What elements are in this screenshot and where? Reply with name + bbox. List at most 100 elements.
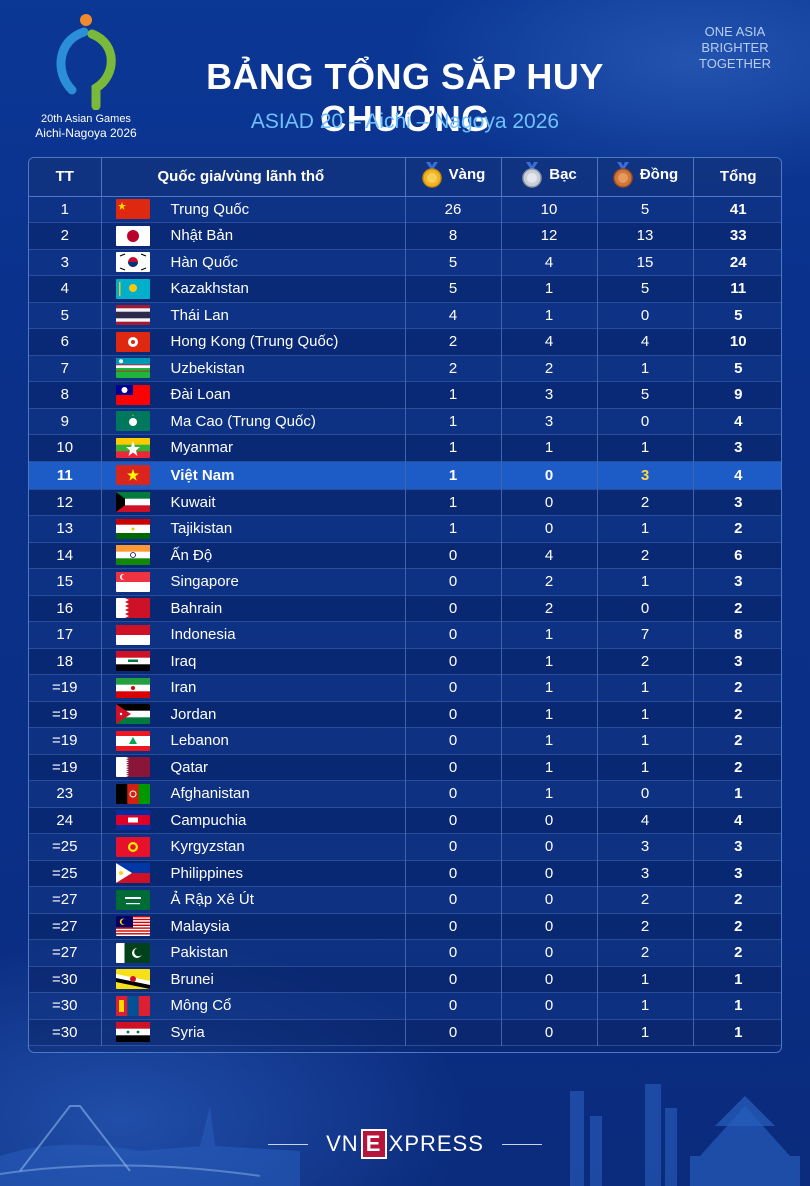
table-row: 24 Campuchia 0 0 4 4 <box>29 807 781 834</box>
country-name: Philippines <box>170 864 244 882</box>
rank-cell: =25 <box>29 860 102 887</box>
country-cell: Syria <box>101 1019 406 1046</box>
rank-cell: =30 <box>29 1019 102 1046</box>
country-cell: Nhật Bản <box>101 222 406 250</box>
gold-cell: 0 <box>405 780 502 808</box>
silver-cell: 0 <box>501 489 598 516</box>
country-cell: Myanmar <box>101 434 406 462</box>
bronze-cell: 2 <box>597 542 694 569</box>
cambodia-flag <box>115 810 150 831</box>
total-cell: 9 <box>693 381 781 409</box>
total-cell: 3 <box>693 434 781 462</box>
page-subtitle: ASIAD 20 – Aichi – Nagoya 2026 <box>250 110 560 133</box>
table-row: 10 Myanmar 1 1 1 3 <box>29 434 781 462</box>
total-cell: 5 <box>693 355 781 382</box>
rank-cell: =19 <box>29 674 102 702</box>
country-name: Kuwait <box>170 493 216 511</box>
table-row: 12 Kuwait 1 0 2 3 <box>29 489 781 516</box>
slogan-line: ONE ASIA <box>704 24 766 39</box>
gold-cell: 0 <box>405 939 502 967</box>
table-row: 8 Đài Loan 1 3 5 9 <box>29 381 781 409</box>
gold-cell: 0 <box>405 833 502 861</box>
table-row: 3 Hàn Quốc 5 4 15 24 <box>29 249 781 276</box>
table-row: =19 Lebanon 0 1 1 2 <box>29 727 781 755</box>
country-name: Kyrgyzstan <box>170 838 245 856</box>
country-cell: Ả Rập Xê Út <box>101 886 406 914</box>
bronze-cell: 2 <box>597 648 694 675</box>
bronze-column-label: Đồng <box>639 166 679 184</box>
country-name: Iraq <box>170 652 197 670</box>
gold-cell: 0 <box>405 992 502 1020</box>
japan-flag <box>115 225 150 246</box>
bronze-column-header: Đồng <box>597 158 694 197</box>
brunei-flag <box>115 969 150 990</box>
silver-cell: 1 <box>501 302 598 329</box>
asian-games-emblem-icon <box>56 14 116 110</box>
page-title: BẢNG TỔNG SẮP HUY CHƯƠNG <box>206 56 604 139</box>
bronze-cell: 2 <box>597 913 694 940</box>
iran-flag <box>115 677 150 698</box>
gold-cell: 8 <box>405 222 502 250</box>
table-row: 17 Indonesia 0 1 7 8 <box>29 621 781 649</box>
country-cell: Ma Cao (Trung Quốc) <box>101 408 406 435</box>
rank-cell: 7 <box>29 355 102 382</box>
silver-cell: 0 <box>501 1019 598 1046</box>
gold-cell: 0 <box>405 674 502 702</box>
total-cell: 5 <box>693 302 781 329</box>
china-flag <box>115 199 150 220</box>
bronze-medal-icon <box>613 161 633 188</box>
gold-medal-icon <box>421 161 442 188</box>
rank-column-header: TT <box>29 158 102 197</box>
silver-cell: 2 <box>501 355 598 382</box>
rank-cell: 23 <box>29 780 102 808</box>
brand-text-right: XPRESS <box>388 1131 484 1156</box>
rank-cell: 1 <box>29 196 102 223</box>
gold-cell: 0 <box>405 727 502 755</box>
silver-cell: 4 <box>501 542 598 569</box>
country-name: Việt Nam <box>170 466 235 484</box>
kuwait-flag <box>115 492 150 513</box>
gold-cell: 2 <box>405 355 502 382</box>
gold-cell: 0 <box>405 966 502 993</box>
rank-cell: 4 <box>29 275 102 303</box>
gold-cell: 0 <box>405 701 502 728</box>
silver-cell: 1 <box>501 434 598 462</box>
skyline-decoration <box>0 1084 800 1186</box>
silver-cell: 0 <box>501 886 598 914</box>
table-row: =19 Iran 0 1 1 2 <box>29 674 781 702</box>
rank-cell: =19 <box>29 701 102 728</box>
table-row: 9 Ma Cao (Trung Quốc) 1 3 0 4 <box>29 408 781 435</box>
total-cell: 33 <box>693 222 781 250</box>
country-name: Hàn Quốc <box>170 253 239 271</box>
bronze-cell: 0 <box>597 780 694 808</box>
silver-cell: 1 <box>501 275 598 303</box>
bronze-cell: 4 <box>597 328 694 356</box>
gold-cell: 0 <box>405 913 502 940</box>
gold-cell: 0 <box>405 886 502 914</box>
silver-cell: 1 <box>501 674 598 702</box>
myanmar-flag <box>115 437 150 458</box>
thailand-flag <box>115 305 150 326</box>
gold-cell: 0 <box>405 754 502 781</box>
silver-cell: 4 <box>501 328 598 356</box>
silver-medal-icon <box>522 161 542 188</box>
country-cell: Pakistan <box>101 939 406 967</box>
brand-text-left: VN <box>326 1131 359 1156</box>
bronze-cell: 1 <box>597 674 694 702</box>
gold-cell: 0 <box>405 860 502 887</box>
gold-cell: 26 <box>405 196 502 223</box>
bronze-cell: 13 <box>597 222 694 250</box>
country-name: Trung Quốc <box>170 200 250 218</box>
country-name: Campuchia <box>170 811 247 829</box>
total-cell: 4 <box>693 408 781 435</box>
gold-column-label: Vàng <box>448 166 486 184</box>
country-name: Tajikistan <box>170 520 233 538</box>
country-cell: Hàn Quốc <box>101 249 406 276</box>
indonesia-flag <box>115 624 150 645</box>
country-name: Pakistan <box>170 944 229 962</box>
tajikistan-flag <box>115 518 150 539</box>
kyrgyzstan-flag <box>115 836 150 857</box>
total-cell: 2 <box>693 886 781 914</box>
bronze-cell: 1 <box>597 515 694 543</box>
silver-cell: 0 <box>501 939 598 967</box>
